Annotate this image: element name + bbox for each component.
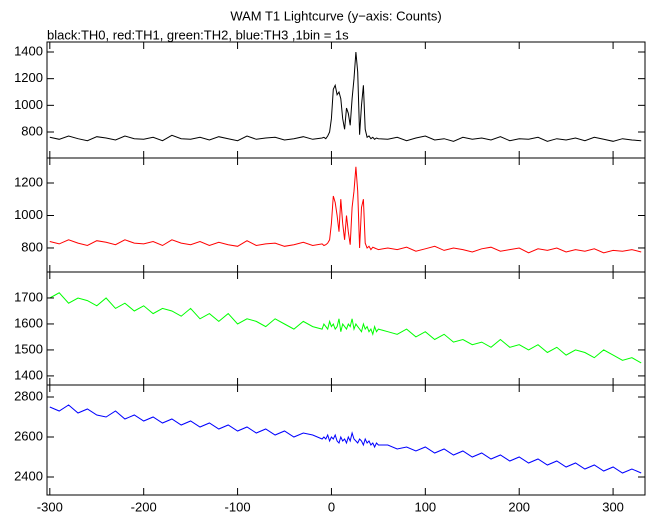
y-tick-label: 1000 xyxy=(14,207,43,222)
x-tick-label: 200 xyxy=(508,499,530,514)
y-tick-label: 800 xyxy=(21,239,43,254)
y-tick-label: 2800 xyxy=(14,388,43,403)
series-line xyxy=(49,51,642,142)
y-tick-label: 2600 xyxy=(14,428,43,443)
y-tick-label: 1600 xyxy=(14,315,43,330)
y-tick-label: 1000 xyxy=(14,97,43,112)
y-tick-label: 1400 xyxy=(14,43,43,58)
x-tick-label: -200 xyxy=(131,499,157,514)
y-tick-label: 1200 xyxy=(14,70,43,85)
y-tick-label: 1400 xyxy=(14,367,43,382)
x-tick-label: -100 xyxy=(225,499,251,514)
panel-frame xyxy=(46,384,646,496)
y-tick-label: 1700 xyxy=(14,289,43,304)
series-line xyxy=(49,404,642,474)
panel-frame xyxy=(46,157,646,273)
x-tick-label: 0 xyxy=(328,499,335,514)
chart-subtitle: black:TH0, red:TH1, green:TH2, blue:TH3 … xyxy=(47,27,349,42)
y-tick-label: 2400 xyxy=(14,468,43,483)
x-tick-label: 100 xyxy=(414,499,436,514)
y-tick-label: 800 xyxy=(21,123,43,138)
y-tick-label: 1500 xyxy=(14,341,43,356)
y-tick-label: 1200 xyxy=(14,174,43,189)
x-tick-label: -300 xyxy=(37,499,63,514)
series-line xyxy=(49,166,642,254)
chart-title: WAM T1 Lightcurve (y−axis: Counts) xyxy=(230,8,441,23)
panel-frame xyxy=(46,41,646,159)
x-tick-label: 300 xyxy=(602,499,624,514)
series-line xyxy=(49,292,642,364)
